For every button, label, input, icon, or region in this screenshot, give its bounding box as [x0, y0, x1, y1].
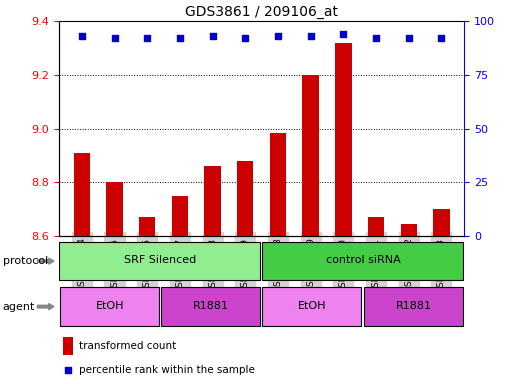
Point	[78, 33, 86, 39]
Bar	[270, 133, 286, 236]
Bar	[262, 242, 463, 280]
Bar	[364, 287, 463, 326]
Bar	[335, 43, 351, 236]
Point	[405, 35, 413, 41]
Bar	[161, 287, 260, 326]
Bar	[63, 337, 73, 355]
Point	[372, 35, 380, 41]
Bar	[205, 166, 221, 236]
Text: protocol: protocol	[3, 256, 48, 266]
Title: GDS3861 / 209106_at: GDS3861 / 209106_at	[185, 5, 338, 19]
Point	[208, 33, 216, 39]
Point	[64, 366, 72, 372]
Point	[437, 35, 445, 41]
Point	[143, 35, 151, 41]
Text: EtOH: EtOH	[95, 301, 124, 311]
Point	[176, 35, 184, 41]
Text: control siRNA: control siRNA	[326, 255, 400, 265]
Bar	[60, 287, 159, 326]
Point	[241, 35, 249, 41]
Text: R1881: R1881	[193, 301, 229, 311]
Text: R1881: R1881	[396, 301, 431, 311]
Bar	[237, 161, 253, 236]
Bar	[263, 287, 361, 326]
Bar	[303, 75, 319, 236]
Point	[110, 35, 119, 41]
Point	[274, 33, 282, 39]
Text: EtOH: EtOH	[298, 301, 327, 311]
Bar	[59, 242, 260, 280]
Bar	[401, 224, 417, 236]
Bar	[74, 153, 90, 236]
Bar	[172, 196, 188, 236]
Point	[339, 31, 347, 37]
Bar	[139, 217, 155, 236]
Text: agent: agent	[3, 301, 35, 312]
Bar	[106, 182, 123, 236]
Text: SRF Silenced: SRF Silenced	[124, 255, 196, 265]
Bar	[433, 209, 449, 236]
Bar	[368, 217, 384, 236]
Text: transformed count: transformed count	[79, 341, 176, 351]
Point	[307, 33, 315, 39]
Text: percentile rank within the sample: percentile rank within the sample	[79, 364, 255, 375]
